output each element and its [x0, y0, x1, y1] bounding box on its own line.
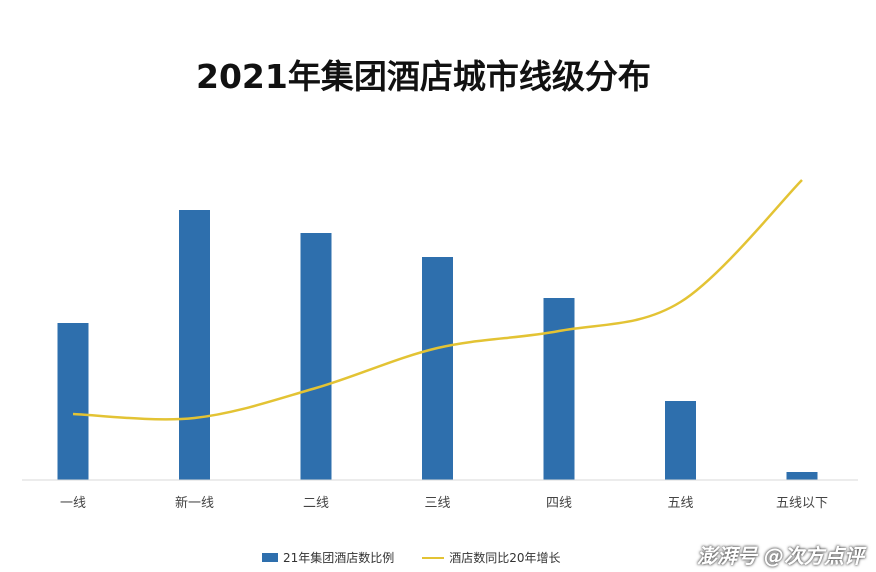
x-tick-label-6: 五线以下 [776, 496, 828, 511]
watermark: 澎湃号 @次方点评 [697, 544, 864, 568]
x-tick-label-1: 新一线 [175, 495, 214, 511]
bar-1 [179, 210, 210, 480]
x-tick-label-0: 一线 [60, 496, 86, 511]
bar-6 [786, 472, 818, 480]
bar-3 [422, 257, 453, 480]
bar-5 [665, 401, 696, 480]
legend-item-line: 酒店数同比20年增长 [422, 549, 561, 566]
x-tick-label-3: 三线 [424, 496, 450, 511]
x-tick-label-4: 四线 [546, 496, 572, 511]
legend-swatch-line [422, 556, 445, 559]
line-group [72, 179, 803, 421]
bar-2 [300, 233, 332, 480]
legend-item-bar: 21年集团酒店数比例 [262, 549, 394, 566]
x-tick-label-5: 五线 [667, 496, 693, 511]
growth-line [72, 179, 803, 421]
legend-label-bar: 21年集团酒店数比例 [283, 551, 395, 565]
x-tick-label-2: 二线 [303, 496, 329, 511]
chart-title: 2021年集团酒店城市线级分布 [196, 57, 651, 96]
legend-label-line: 酒店数同比20年增长 [449, 551, 561, 565]
legend-swatch-bar [262, 553, 278, 562]
bar-group [57, 210, 818, 480]
tick-label-group: 一线 新一线 二线 三线 四线 五线 五线以下 [60, 495, 828, 511]
legend: 21年集团酒店数比例 酒店数同比20年增长 [262, 549, 583, 566]
bar-0 [57, 323, 89, 480]
bar-4 [543, 298, 575, 480]
